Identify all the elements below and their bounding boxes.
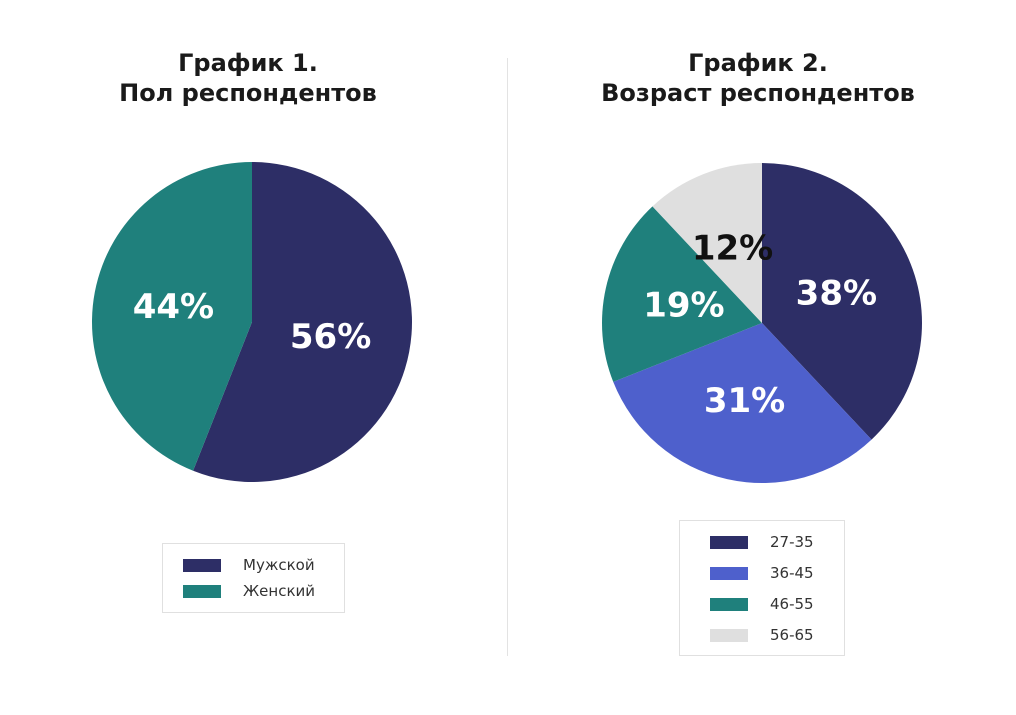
legend-swatch [710, 628, 748, 642]
gender-pie-chart: 56% 44% [91, 162, 412, 483]
chart-2-title: График 2. Возраст респондентов [558, 48, 958, 108]
chart-2-title-line-1: График 2. [688, 49, 828, 77]
legend-label: Мужской [243, 556, 315, 574]
legend-label: 27-35 [770, 533, 814, 551]
legend-label: Женский [243, 582, 315, 600]
pie-slice-1-2 [602, 206, 762, 382]
gender-legend: Мужской Женский [162, 543, 345, 613]
legend-swatch [183, 584, 221, 598]
legend-item: 56-65 [710, 625, 814, 645]
age-pie-chart: 38% 31% 19% 12% [602, 163, 922, 484]
chart-1-title: График 1. Пол респондентов [48, 48, 448, 108]
legend-swatch [710, 597, 748, 611]
legend-item: 36-45 [710, 563, 814, 583]
pie-slice-0-1 [91, 162, 252, 471]
chart-1-title-line-1: График 1. [178, 49, 318, 77]
chart-1-title-line-2: Пол респондентов [119, 79, 377, 107]
legend-label: 36-45 [770, 564, 814, 582]
pie-slice-1-0 [762, 163, 922, 440]
legend-swatch [183, 558, 221, 572]
pie-label-1-3: 12% [692, 229, 773, 269]
pie-label-1-2: 19% [643, 286, 724, 326]
age-legend: 27-35 36-45 46-55 56-65 [679, 520, 845, 656]
pie-slice-0-0 [193, 162, 412, 483]
legend-label: 56-65 [770, 626, 814, 644]
pie-label-0-1: 44% [133, 287, 214, 327]
legend-item: Женский [183, 581, 315, 601]
legend-item: 27-35 [710, 532, 814, 552]
legend-label: 46-55 [770, 595, 814, 613]
pie-label-1-1: 31% [704, 381, 785, 421]
pie-label-0-0: 56% [290, 317, 371, 357]
legend-swatch [710, 535, 748, 549]
pie-label-1-0: 38% [796, 274, 877, 314]
legend-item: Мужской [183, 555, 315, 575]
pie-slice-1-3 [652, 163, 762, 323]
pie-slice-1-1 [613, 323, 872, 484]
legend-item: 46-55 [710, 594, 814, 614]
chart-divider [507, 58, 508, 656]
legend-swatch [710, 566, 748, 580]
chart-2-title-line-2: Возраст респондентов [601, 79, 915, 107]
